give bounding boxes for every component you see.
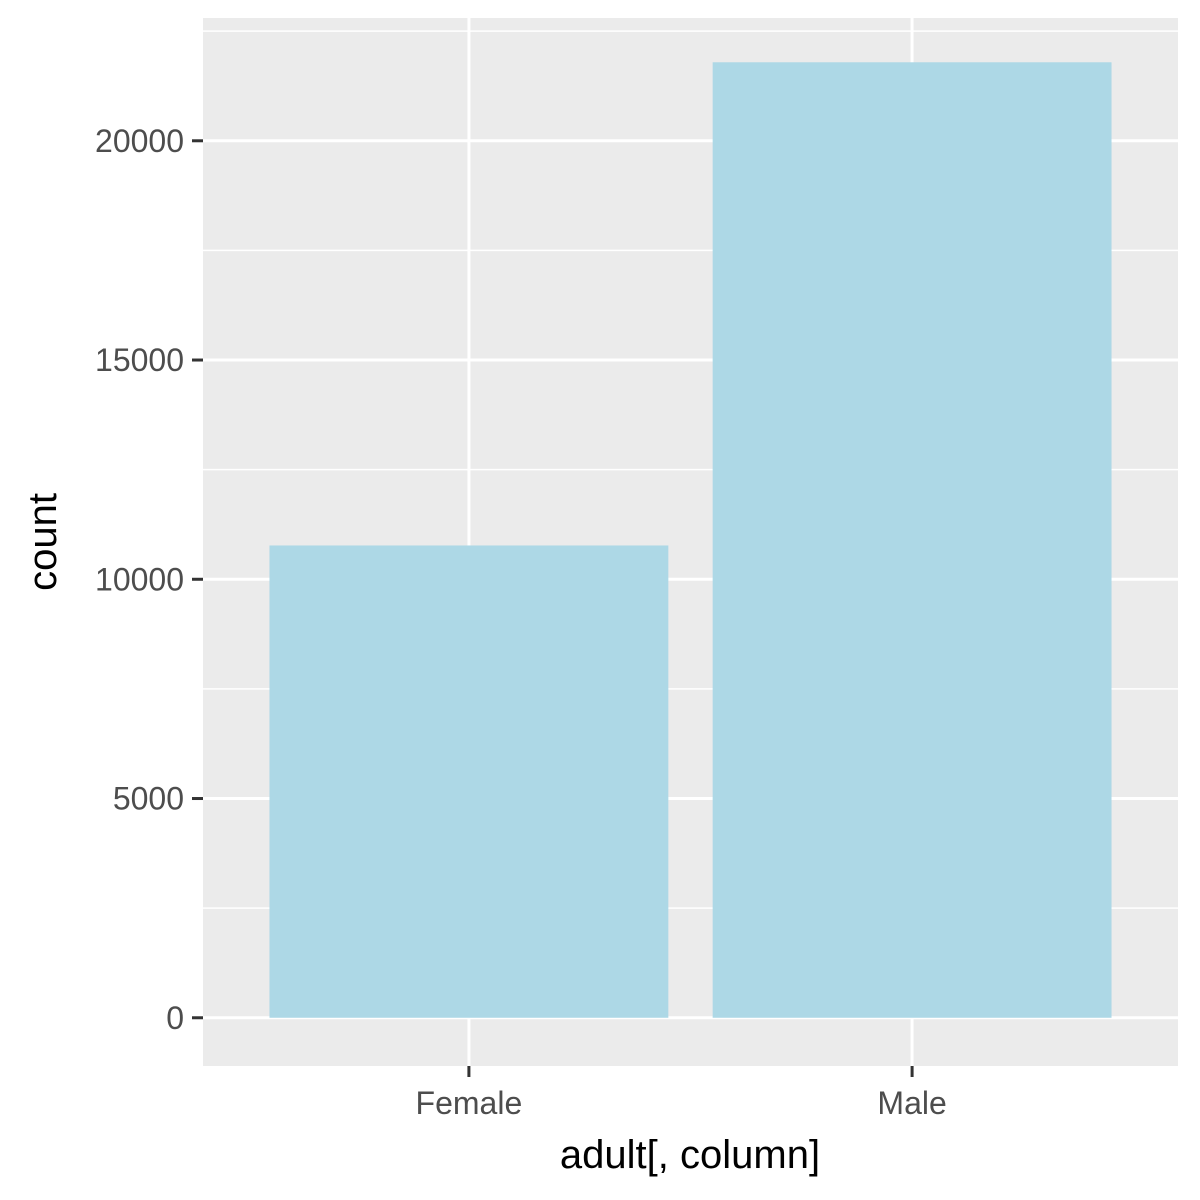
bar-female bbox=[269, 545, 669, 1018]
y-axis: 0 5000 10000 15000 20000 bbox=[95, 123, 203, 1036]
x-axis-title: adult[, column] bbox=[560, 1133, 820, 1177]
x-tick-label: Male bbox=[877, 1085, 946, 1121]
x-axis: Female Male bbox=[416, 1066, 947, 1121]
y-tick-label: 0 bbox=[166, 1000, 184, 1036]
x-tick-label: Female bbox=[416, 1085, 523, 1121]
y-tick-label: 20000 bbox=[95, 123, 184, 159]
y-tick-label: 5000 bbox=[113, 781, 184, 817]
y-tick-label: 10000 bbox=[95, 561, 184, 597]
bar-male bbox=[712, 62, 1112, 1018]
bars bbox=[269, 62, 1112, 1018]
y-tick-label: 15000 bbox=[95, 342, 184, 378]
y-axis-title: count bbox=[21, 493, 65, 591]
